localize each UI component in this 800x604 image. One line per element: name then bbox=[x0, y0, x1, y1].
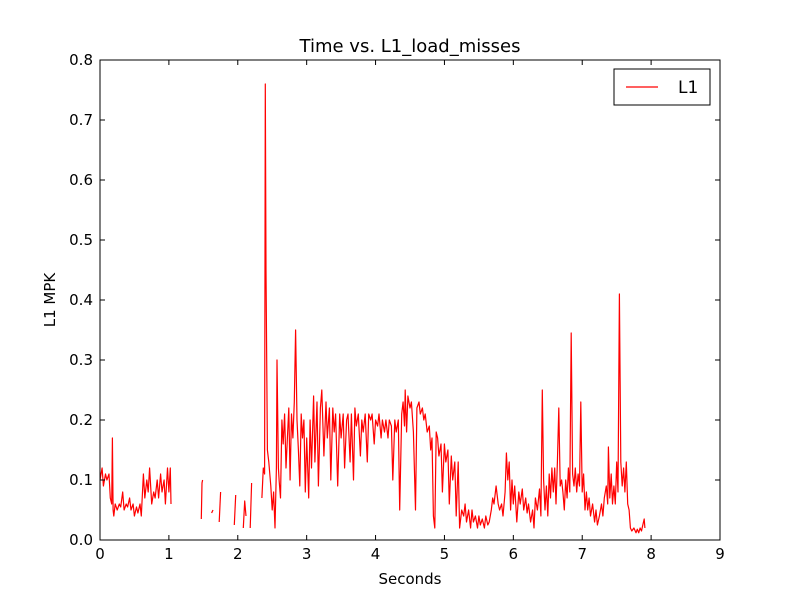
series-line-l1-segment bbox=[261, 83, 646, 534]
y-tick-label: 0.7 bbox=[69, 111, 93, 129]
chart-title: Time vs. L1_load_misses bbox=[299, 36, 521, 57]
x-tick-label: 2 bbox=[233, 545, 243, 563]
x-tick-label: 4 bbox=[371, 545, 381, 563]
y-tick-label: 0.6 bbox=[69, 171, 93, 189]
series-line-l1-segment bbox=[100, 437, 172, 517]
x-tick-label: 3 bbox=[302, 545, 312, 563]
x-tick-label: 5 bbox=[440, 545, 450, 563]
y-axis-label: L1 MPK bbox=[41, 272, 59, 328]
y-tick-label: 0.3 bbox=[69, 351, 93, 369]
y-tick-label: 0.4 bbox=[69, 291, 93, 309]
x-axis-label: Seconds bbox=[378, 570, 441, 588]
y-tick-label: 0.2 bbox=[69, 411, 93, 429]
y-tick-label: 0.1 bbox=[69, 471, 93, 489]
series-line-l1-segment bbox=[218, 491, 222, 523]
series-line-l1-segment bbox=[249, 482, 253, 529]
series-line-l1-segment bbox=[242, 500, 247, 529]
series-line-l1-segment bbox=[211, 509, 214, 514]
x-tick-label: 1 bbox=[164, 545, 174, 563]
y-tick-label: 0.8 bbox=[69, 51, 93, 69]
x-tick-label: 6 bbox=[509, 545, 519, 563]
x-tick-label: 0 bbox=[95, 545, 105, 563]
y-tick-label: 0.5 bbox=[69, 231, 93, 249]
series-line-l1-segment bbox=[200, 479, 204, 520]
legend-label-l1: L1 bbox=[678, 78, 698, 98]
series-line-l1-segment bbox=[233, 494, 237, 526]
x-tick-label: 8 bbox=[646, 545, 656, 563]
x-tick-label: 9 bbox=[715, 545, 725, 563]
series-layer bbox=[100, 83, 646, 534]
axis-ticks: 0 1 2 3 4 5 6 7 8 9 0.0 0.1 0.2 0.3 0.4 0.5 0.6 0.7 0.8 bbox=[69, 51, 725, 563]
plot-area-frame bbox=[99, 59, 721, 541]
x-tick-label: 7 bbox=[577, 545, 587, 563]
y-tick-label: 0.0 bbox=[69, 531, 93, 549]
legend: L1 bbox=[613, 68, 711, 106]
